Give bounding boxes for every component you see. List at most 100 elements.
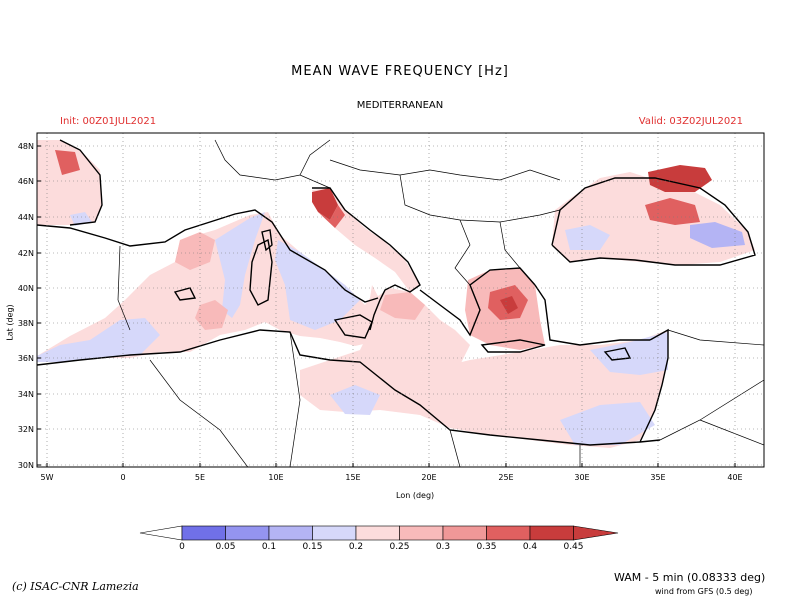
biscay-sea: [37, 140, 102, 225]
xtick-label-4: 15E: [345, 473, 360, 482]
plot-frame: [36, 132, 765, 468]
blue-patch-balearic: [215, 212, 265, 318]
colorbar-labels: 0 0.05 0.1 0.15 0.2 0.25 0.3 0.35 0.4 0.…: [179, 542, 583, 552]
blue-patch-levant: [590, 332, 668, 375]
border-4: [299, 139, 331, 176]
cbar-label-3: 0.15: [302, 542, 322, 552]
island-corsica: [261, 229, 273, 252]
cbar-label-9: 0.45: [563, 542, 583, 552]
valid-time: Valid: 03Z02JUL2021: [638, 116, 743, 127]
border-11: [667, 329, 764, 346]
ytick-label-6: 36N: [18, 354, 34, 363]
coast-north-africa: [37, 329, 661, 446]
borders: [117, 139, 764, 467]
xtick-label-1: 0: [120, 473, 125, 482]
island-mallorca: [173, 287, 197, 301]
init-time: Init: 00Z01JUL2021: [60, 116, 157, 127]
map-subtitle: MEDITERRANEAN: [356, 100, 444, 111]
colorbar: [139, 525, 619, 541]
axis-ticks: [37, 145, 736, 467]
coast-turkey: [534, 284, 650, 346]
coast-italy: [312, 187, 421, 331]
sea-field: [37, 140, 755, 448]
colorbar-box-5: [399, 525, 444, 541]
wind-source: wind from GFS (0.5 deg): [655, 587, 753, 596]
ytick-label-3: 42N: [18, 249, 34, 258]
colorbar-box-6: [442, 525, 487, 541]
cbar-label-4: 0.2: [349, 542, 363, 552]
xtick-label-9: 40E: [727, 473, 742, 482]
island-sicily: [333, 314, 373, 339]
border-13: [699, 419, 764, 446]
colorbar-box-4: [355, 525, 400, 541]
blue-patch-libya: [330, 385, 380, 415]
island-sardinia: [249, 238, 273, 306]
cbar-label-7: 0.35: [476, 542, 496, 552]
blue-patch-tyrrhenian: [275, 240, 360, 330]
black-sea-red-north: [648, 165, 712, 192]
coast-black-sea: [551, 177, 756, 266]
cbar-label-1: 0.05: [215, 542, 235, 552]
border-5: [454, 219, 471, 286]
colorbar-box-0: [181, 525, 226, 541]
border-2: [329, 159, 561, 181]
cbar-label-2: 0.1: [262, 542, 276, 552]
map-title: MEAN WAVE FREQUENCY [Hz]: [291, 64, 509, 79]
border-1: [214, 139, 331, 189]
model-info: WAM - 5 min (0.08333 deg): [614, 571, 766, 584]
biscay-red: [55, 150, 80, 175]
pink-patch-sardinia: [195, 300, 228, 330]
colorbar-box-3: [312, 525, 357, 541]
border-6: [499, 221, 521, 269]
ytick-label-9: 30N: [18, 461, 34, 470]
pink-patch-gulf-lion: [175, 232, 215, 270]
colorbar-high-arrow: [573, 525, 619, 541]
ytick-label-4: 40N: [18, 284, 34, 293]
blue-patch-egypt: [560, 402, 655, 445]
cbar-label-8: 0.4: [523, 542, 538, 552]
xtick-label-8: 35E: [650, 473, 665, 482]
cbar-label-0: 0: [179, 542, 185, 552]
xtick-label-2: 5E: [195, 473, 205, 482]
ionian-pink: [380, 292, 425, 320]
y-axis-label: Lat (deg): [5, 304, 15, 341]
border-14: [117, 245, 131, 331]
adriatic-north-red: [312, 188, 338, 220]
coast-levant: [639, 328, 669, 443]
ytick-label-7: 34N: [18, 390, 34, 399]
ytick-label-1: 46N: [18, 177, 34, 186]
colorbar-box-8: [529, 525, 574, 541]
xtick-label-7: 30E: [574, 473, 589, 482]
adriatic-north-mid: [318, 205, 345, 228]
xtick-label-6: 25E: [498, 473, 513, 482]
coast-western-med: [37, 209, 379, 303]
x-tick-labels: 5W 0 5E 10E 15E 20E 25E 30E 35E 40E: [41, 473, 743, 482]
colorbar-low-arrow: [139, 525, 183, 541]
colorbar-box-7: [486, 525, 531, 541]
xtick-label-3: 10E: [268, 473, 283, 482]
island-crete: [480, 339, 546, 353]
black-sea-red-center: [645, 198, 700, 225]
cbar-label-6: 0.3: [436, 542, 450, 552]
ytick-label-5: 38N: [18, 319, 34, 328]
ytick-label-2: 44N: [18, 213, 34, 222]
black-sea-blue-west: [565, 225, 610, 250]
xtick-label-0: 5W: [41, 473, 54, 482]
y-tick-labels: 48N 46N 44N 42N 40N 38N 36N 34N 32N 30N: [18, 142, 34, 470]
coastlines: [37, 139, 756, 446]
x-axis-label: Lon (deg): [396, 491, 435, 500]
coast-greece: [419, 267, 536, 337]
border-7: [149, 359, 249, 467]
credit-text: (c) ISAC-CNR Lamezia: [12, 580, 139, 593]
border-8: [289, 331, 301, 467]
coast-biscay: [59, 139, 103, 226]
black-sea-blue-east: [690, 222, 745, 248]
border-9: [449, 429, 461, 467]
aegean-dark: [500, 296, 518, 314]
colorbar-box-1: [225, 525, 270, 541]
colorbar-box-2: [268, 525, 313, 541]
xtick-label-5: 20E: [421, 473, 436, 482]
cbar-label-5: 0.25: [389, 542, 409, 552]
ytick-label-8: 32N: [18, 425, 34, 434]
